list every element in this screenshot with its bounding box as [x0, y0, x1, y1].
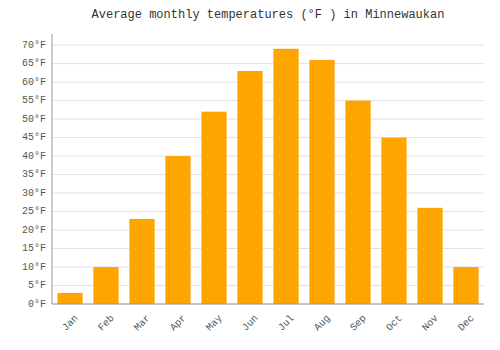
y-tick-label: 40°F: [22, 151, 46, 162]
x-axis-line: [52, 304, 484, 305]
x-tick-label: Nov: [420, 313, 441, 334]
grid-line: [52, 156, 484, 157]
grid-line: [52, 82, 484, 83]
bar: [129, 219, 154, 304]
bar: [345, 101, 370, 304]
bar: [57, 293, 82, 304]
bar: [381, 138, 406, 304]
bar: [309, 60, 334, 304]
x-tick-label: May: [204, 313, 225, 334]
y-tick-label: 55°F: [22, 95, 46, 106]
bar: [201, 112, 226, 304]
x-tick-label: Mar: [132, 313, 153, 334]
x-tick-label: Dec: [456, 313, 477, 334]
grid-line: [52, 119, 484, 120]
grid-line: [52, 193, 484, 194]
chart-container: 0°F 5°F 10°F 15°F 20°F 25°F 30°F 35°F 40°F 45°F 50…: [0, 0, 500, 350]
x-tick-label: Apr: [168, 313, 189, 334]
y-tick-label: 45°F: [22, 132, 46, 143]
y-axis-labels: 0°F 5°F 10°F 15°F 20°F 25°F 30°F 35°F 40°F 45°F 50…: [22, 40, 46, 310]
grid-line: [52, 174, 484, 175]
x-tick-label: Jul: [276, 313, 297, 334]
x-tick-label: Aug: [312, 313, 333, 334]
x-tick-label: Sep: [348, 313, 369, 334]
y-tick-label: 65°F: [22, 58, 46, 69]
y-axis-line: [52, 34, 53, 304]
y-tick-label: 0°F: [28, 299, 46, 310]
x-tick-label: Oct: [384, 313, 405, 334]
y-tick-label: 30°F: [22, 188, 46, 199]
x-axis-labels: Jan Feb Mar Apr May Jun Jul Aug Sep Oct Nov Dec: [60, 313, 477, 334]
x-tick-label: Feb: [96, 313, 117, 334]
y-tick-label: 10°F: [22, 262, 46, 273]
grid-line: [52, 63, 484, 64]
chart-svg: 0°F 5°F 10°F 15°F 20°F 25°F 30°F 35°F 40°F 45°F 50…: [0, 0, 500, 350]
y-tick-label: 50°F: [22, 114, 46, 125]
y-tick-label: 15°F: [22, 243, 46, 254]
y-tick-label: 70°F: [22, 40, 46, 51]
grid-line: [52, 137, 484, 138]
y-tick-label: 35°F: [22, 169, 46, 180]
y-tick-label: 20°F: [22, 225, 46, 236]
x-tick-label: Jan: [60, 313, 81, 334]
y-tick-label: 60°F: [22, 77, 46, 88]
bar: [237, 71, 262, 304]
bar: [93, 267, 118, 304]
x-tick-label: Jun: [240, 313, 261, 334]
grid-line: [52, 100, 484, 101]
bar: [273, 49, 298, 304]
y-tick-label: 25°F: [22, 206, 46, 217]
bars: [57, 49, 478, 304]
bar: [453, 267, 478, 304]
grid-line: [52, 45, 484, 46]
grid-line: [52, 304, 484, 305]
y-tick-label: 5°F: [28, 280, 46, 291]
grid: [52, 45, 484, 304]
bar: [165, 156, 190, 304]
chart-title: Average monthly temperatures (°F ) in Mi…: [92, 8, 445, 22]
bar: [417, 208, 442, 304]
